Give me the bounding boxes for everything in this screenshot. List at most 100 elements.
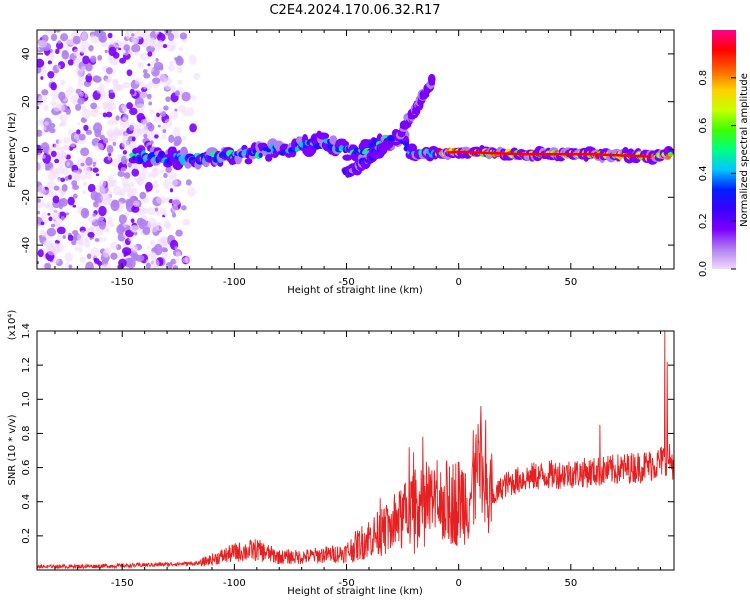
noise-blob [99, 94, 106, 100]
noise-blob [50, 223, 56, 228]
noise-blob [155, 188, 160, 194]
noise-blob [143, 133, 148, 139]
spectrogram-xtick-label: -100 [223, 277, 246, 288]
noise-blob [174, 246, 178, 250]
noise-blob [56, 226, 66, 235]
noise-blob [142, 69, 148, 74]
noise-blob [66, 162, 70, 166]
snr-ytick-label: 0.6 [21, 460, 32, 476]
noise-blob [85, 129, 93, 135]
noise-blob [52, 49, 56, 52]
noise-blob [88, 45, 94, 52]
noise-blob [95, 173, 100, 177]
band-halo [342, 154, 353, 161]
noise-blob [189, 123, 197, 133]
noise-blob [131, 136, 136, 142]
noise-blob [50, 33, 58, 42]
noise-blob [182, 111, 188, 117]
noise-blob [131, 33, 135, 37]
noise-blob [90, 109, 98, 118]
noise-blob [74, 57, 80, 62]
noise-blob [98, 220, 107, 230]
noise-blob [40, 142, 50, 153]
noise-blob [96, 215, 105, 222]
band-halo [317, 132, 330, 140]
spectrogram-xtick-label: -50 [338, 277, 354, 288]
noise-blob [73, 133, 80, 140]
noise-blob [57, 138, 63, 144]
noise-blob [142, 32, 146, 37]
noise-blob [98, 34, 108, 43]
noise-blob [65, 86, 75, 96]
noise-blob [61, 50, 70, 60]
noise-blob [37, 203, 40, 210]
band-halo [406, 143, 418, 153]
noise-blob [37, 198, 41, 203]
noise-blob [149, 239, 156, 247]
noise-blob [37, 39, 47, 48]
colorbar-tick-label: 0.0 [698, 261, 709, 277]
noise-blob [147, 51, 153, 57]
noise-blob [65, 45, 70, 51]
noise-blob [112, 51, 120, 59]
noise-blob [116, 224, 125, 235]
noise-blob [86, 253, 92, 260]
noise-blob [40, 211, 48, 220]
noise-blob [37, 249, 44, 258]
noise-blob [170, 110, 179, 120]
spectrogram-xlabel: Height of straight line (km) [287, 285, 423, 296]
noise-blob [133, 177, 138, 181]
noise-blob [49, 78, 53, 82]
noise-blob [89, 225, 96, 234]
noise-blob [65, 231, 69, 236]
band-halo [244, 158, 253, 165]
noise-blob [82, 41, 91, 49]
noise-blob [80, 230, 86, 237]
band-core [667, 152, 673, 157]
noise-blob [72, 35, 81, 45]
noise-blob [65, 262, 70, 268]
noise-blob [70, 94, 80, 105]
noise-blob [43, 240, 48, 246]
noise-blob [145, 262, 151, 269]
noise-blob [63, 136, 70, 144]
noise-blob [44, 120, 49, 126]
snr-ytick-label: 1.4 [21, 323, 32, 339]
noise-blob [156, 39, 164, 48]
figure-title: C2E4.2024.170.06.32.R17 [269, 3, 440, 18]
noise-blob [158, 108, 164, 113]
noise-blob [40, 221, 45, 226]
noise-blob [122, 81, 130, 89]
noise-blob [44, 30, 51, 34]
noise-blob [79, 256, 86, 263]
spectrogram-panel: -150 -100 -50 0 50 -40 -20 0 20 40 Height of stra… [7, 29, 675, 296]
noise-blob [57, 178, 61, 183]
noise-blob [171, 212, 177, 218]
noise-blob [128, 124, 135, 131]
noise-blob [76, 121, 81, 126]
noise-blob [163, 172, 168, 179]
noise-blob [169, 188, 174, 193]
noise-blob [71, 238, 77, 246]
noise-blob [37, 210, 41, 215]
noise-blob [93, 75, 102, 83]
noise-blob [181, 91, 191, 102]
noise-blob [50, 191, 57, 197]
noise-blob [147, 221, 153, 227]
noise-blob [44, 189, 53, 198]
noise-blob [55, 30, 61, 33]
noise-blob [85, 63, 93, 72]
noise-blob [37, 47, 40, 51]
noise-blob [174, 90, 180, 97]
noise-blob [172, 127, 181, 137]
noise-blob [113, 185, 122, 196]
noise-blob [110, 57, 119, 67]
noise-blob [130, 218, 135, 224]
noise-blob [126, 35, 130, 40]
noise-blob [56, 146, 65, 153]
noise-blob [84, 93, 88, 98]
noise-blob [161, 252, 168, 259]
noise-blob [87, 231, 95, 238]
noise-blob [126, 69, 133, 77]
